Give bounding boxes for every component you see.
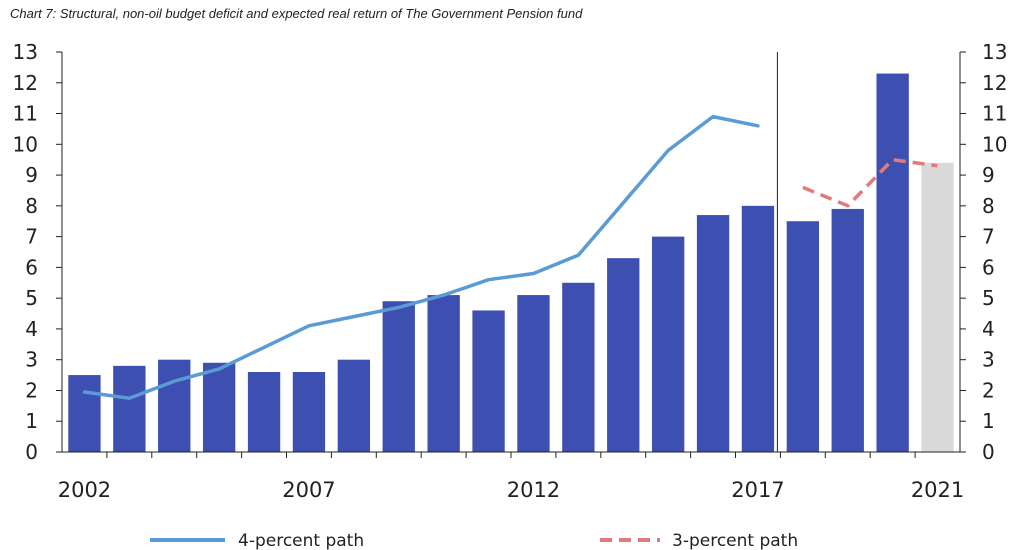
- x-tick-label: 2007: [282, 478, 335, 502]
- x-tick-label: 2012: [507, 478, 560, 502]
- right-tick-label: 10: [982, 132, 1007, 156]
- bar: [786, 221, 820, 452]
- bar: [113, 365, 146, 452]
- right-tick-label: 5: [982, 286, 995, 310]
- right-tick-label: 0: [982, 440, 995, 464]
- bar: [696, 215, 730, 452]
- bar-series: [68, 73, 954, 453]
- bar: [247, 372, 281, 452]
- bar: [651, 236, 685, 452]
- bar: [876, 73, 909, 453]
- bar: [202, 362, 236, 452]
- left-tick-label: 11: [13, 102, 38, 126]
- bar: [517, 295, 550, 452]
- bar: [472, 310, 505, 452]
- left-tick-label: 6: [25, 255, 38, 279]
- left-tick-label: 13: [13, 40, 38, 64]
- legend: 4-percent path 3-percent path: [150, 531, 798, 550]
- right-tick-label: 11: [982, 102, 1007, 126]
- right-tick-label: 1: [982, 409, 995, 433]
- bar: [382, 301, 415, 452]
- right-tick-label: 4: [982, 317, 995, 341]
- x-tick-label: 2017: [731, 478, 784, 502]
- right-tick-label: 13: [982, 40, 1007, 64]
- right-tick-label: 7: [982, 225, 995, 249]
- bar: [831, 208, 864, 452]
- x-tick-label: 2021: [911, 478, 964, 502]
- left-tick-label: 1: [25, 409, 38, 433]
- bar: [427, 295, 460, 452]
- bar: [158, 359, 191, 452]
- bar: [741, 205, 775, 452]
- bar: [562, 282, 595, 452]
- left-tick-label: 3: [25, 348, 38, 372]
- left-tick-label: 10: [13, 132, 38, 156]
- left-tick-label: 7: [25, 225, 38, 249]
- right-tick-label: 3: [982, 348, 995, 372]
- x-axis: 2002 2007 2012 2017 2021: [58, 451, 964, 502]
- legend-label: 3-percent path: [672, 531, 798, 550]
- legend-label: 4-percent path: [238, 531, 364, 550]
- chart-title: Chart 7: Structural, non-oil budget defi…: [10, 6, 583, 21]
- left-tick-label: 9: [25, 163, 38, 187]
- right-tick-label: 2: [982, 378, 995, 402]
- bar: [68, 375, 101, 452]
- left-tick-label: 8: [25, 194, 38, 218]
- bar: [292, 372, 326, 452]
- right-tick-label: 9: [982, 163, 995, 187]
- left-tick-label: 2: [25, 378, 38, 402]
- four-percent-path-line: [82, 114, 760, 400]
- left-tick-label: 5: [25, 286, 38, 310]
- right-tick-label: 6: [982, 255, 995, 279]
- left-tick-label: 4: [25, 317, 38, 341]
- bar: [337, 359, 371, 452]
- left-tick-label: 0: [25, 440, 38, 464]
- projection-bar: [921, 162, 954, 452]
- line-series: [82, 114, 938, 400]
- three-percent-path-line: [802, 157, 938, 208]
- right-tick-label: 12: [982, 71, 1007, 95]
- left-tick-label: 12: [13, 71, 38, 95]
- bar: [607, 258, 640, 452]
- right-tick-label: 8: [982, 194, 995, 218]
- x-tick-label: 2002: [58, 478, 111, 502]
